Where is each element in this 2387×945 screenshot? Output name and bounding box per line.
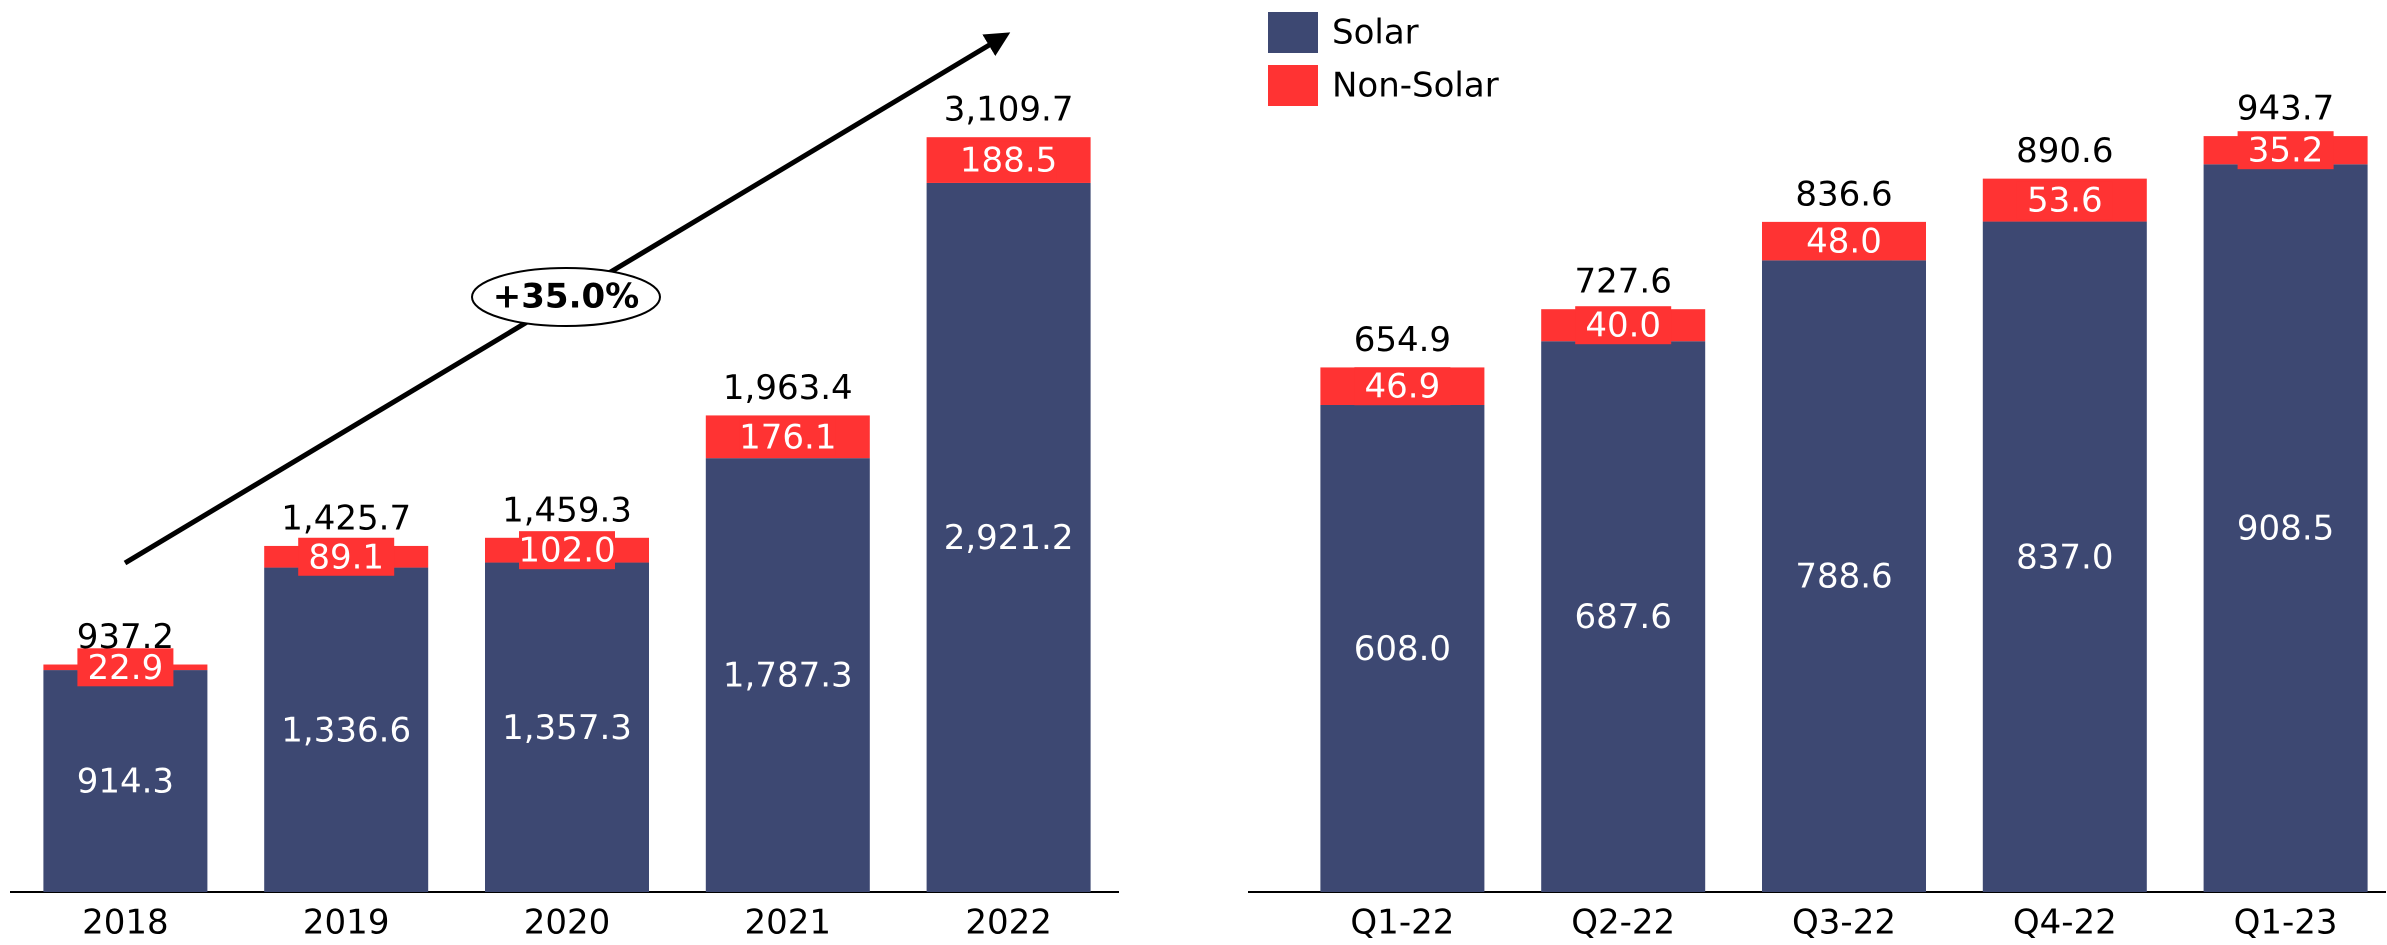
x-tick-label: Q2-22 [1571, 903, 1675, 943]
value-label: 687.6 [1575, 597, 1672, 637]
value-label: 35.2 [2248, 131, 2324, 171]
bar-segment [2203, 164, 2368, 892]
value-label: 188.5 [960, 141, 1057, 181]
legend-label: Solar [1332, 13, 1419, 53]
value-label: 53.6 [2027, 181, 2103, 221]
total-label: 890.6 [2016, 131, 2113, 171]
annotation: +35.0% [493, 277, 639, 317]
value-label: 1,336.6 [281, 710, 411, 750]
x-tick-label: 2021 [745, 903, 832, 943]
total-label: 836.6 [1795, 174, 1892, 214]
value-label: 40.0 [1585, 306, 1661, 346]
value-label: 788.6 [1795, 557, 1892, 597]
value-label: 608.0 [1354, 629, 1451, 669]
x-tick-label: 2018 [82, 903, 169, 943]
value-label: 1,787.3 [723, 656, 853, 696]
label-bg [298, 537, 395, 576]
bar-segment [1762, 260, 1926, 892]
value-label: 2,921.2 [944, 518, 1074, 558]
total-label: 1,459.3 [502, 490, 632, 530]
label-bg [960, 141, 1057, 180]
total-label: 943.7 [2237, 89, 2334, 129]
x-tick-label: Q4-22 [2013, 903, 2117, 943]
label-bg [1575, 306, 1672, 345]
label-bg [2237, 131, 2334, 170]
value-label: 46.9 [1365, 367, 1441, 407]
x-tick-label: Q3-22 [1792, 903, 1896, 943]
legend-label: Non-Solar [1332, 66, 1499, 106]
total-label: 727.6 [1575, 262, 1672, 302]
legend-swatch [1268, 65, 1318, 106]
value-label: 48.0 [1806, 222, 1882, 262]
value-label: 914.3 [77, 762, 174, 802]
total-label: 1,425.7 [281, 498, 411, 538]
label-bg [1354, 367, 1451, 406]
x-tick-label: 2019 [303, 903, 390, 943]
value-label: 89.1 [308, 537, 384, 577]
bar-segment [264, 567, 429, 892]
legend-swatch [1268, 12, 1318, 53]
value-label: 102.0 [518, 531, 615, 571]
value-label: 1,357.3 [502, 708, 632, 748]
label-bg [77, 648, 174, 687]
label-bg [1796, 222, 1892, 261]
label-bg [2016, 181, 2113, 220]
label-bg [519, 531, 615, 570]
bar-segment [1320, 404, 1485, 892]
bar-segment [1982, 221, 2147, 893]
x-tick-label: 2020 [524, 903, 611, 943]
value-label: 908.5 [2237, 509, 2334, 549]
total-label: 654.9 [1354, 320, 1451, 360]
bar-segment [705, 458, 870, 892]
value-label: 837.0 [2016, 537, 2113, 577]
bar-segment [43, 670, 208, 892]
annotation-bubble [471, 267, 661, 327]
value-label: 22.9 [88, 648, 164, 688]
total-label: 1,963.4 [723, 368, 853, 408]
bar-segment [1541, 341, 1706, 892]
x-tick-label: Q1-23 [2234, 903, 2338, 943]
bar-segment [926, 182, 1091, 893]
total-label: 3,109.7 [944, 90, 1074, 130]
total-label: 937.2 [77, 617, 174, 657]
label-bg [739, 417, 836, 456]
x-tick-label: 2022 [965, 903, 1052, 943]
bar-segment [485, 562, 649, 892]
value-label: 176.1 [739, 417, 836, 457]
x-tick-label: Q1-22 [1350, 903, 1454, 943]
